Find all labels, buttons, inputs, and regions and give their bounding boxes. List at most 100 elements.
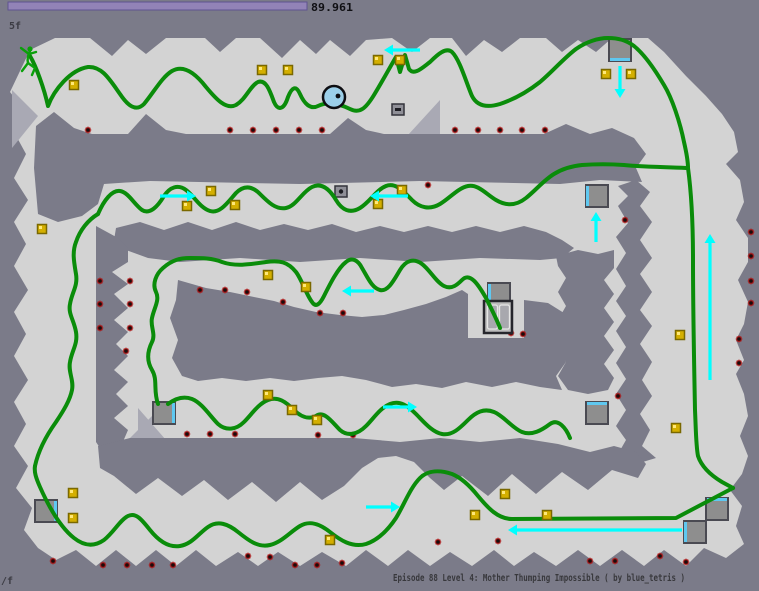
gold-piece	[469, 509, 481, 521]
mine	[747, 228, 755, 236]
gold-piece	[229, 199, 241, 211]
mine	[249, 126, 257, 134]
mine	[735, 335, 743, 343]
mine	[339, 309, 347, 317]
ninja	[19, 46, 38, 77]
gold-piece	[600, 68, 612, 80]
mine	[541, 126, 549, 134]
mine	[434, 538, 442, 546]
mine	[451, 126, 459, 134]
thwump	[585, 401, 609, 425]
gold-piece	[262, 269, 274, 281]
wall-band-2	[114, 222, 574, 262]
direction-arrow	[508, 524, 682, 536]
mine	[474, 126, 482, 134]
direction-arrow	[366, 501, 400, 513]
mine	[96, 277, 104, 285]
gold-piece	[324, 534, 336, 546]
mine	[126, 324, 134, 332]
mine	[99, 561, 107, 569]
direction-arrow	[704, 234, 716, 380]
gold-piece	[372, 54, 384, 66]
switch	[391, 103, 405, 116]
mine	[318, 126, 326, 134]
route-left-column	[33, 212, 100, 468]
mine	[206, 430, 214, 438]
wall-center	[170, 280, 568, 390]
mine	[244, 552, 252, 560]
frame-label-top: 5f	[9, 21, 21, 32]
mine	[494, 537, 502, 545]
gold-piece	[674, 329, 686, 341]
direction-arrow	[160, 190, 196, 202]
timer-bar	[7, 1, 308, 11]
route-trace	[28, 36, 735, 549]
level-caption: Episode 88 Level 4: Mother Thumping Impo…	[393, 573, 685, 584]
mine	[424, 181, 432, 189]
mine	[96, 300, 104, 308]
mine	[169, 561, 177, 569]
mine	[496, 126, 504, 134]
gold-piece	[499, 488, 511, 500]
gold-piece	[256, 64, 268, 76]
mine	[148, 561, 156, 569]
gold-piece	[181, 200, 193, 212]
terrain-walls	[34, 112, 656, 502]
direction-arrow	[590, 212, 602, 242]
gold-piece	[394, 54, 406, 66]
route-third-row	[146, 256, 502, 406]
mine	[266, 553, 274, 561]
mine	[747, 299, 755, 307]
mine	[49, 557, 57, 565]
gold-piece	[262, 389, 274, 401]
timer-value: 89.961	[311, 1, 353, 14]
wall-bottom-band	[98, 438, 646, 502]
switch	[334, 185, 348, 198]
route-bottom-corridor	[32, 464, 735, 549]
gold-piece	[625, 68, 637, 80]
mine	[272, 126, 280, 134]
mine	[656, 552, 664, 560]
mine	[586, 557, 594, 565]
mine	[747, 277, 755, 285]
route-right-column	[686, 166, 735, 490]
gold-piece	[36, 223, 48, 235]
mine	[518, 126, 526, 134]
gold-piece	[396, 184, 408, 196]
frame-label-bottom: /f	[1, 576, 13, 587]
gold-piece	[286, 404, 298, 416]
wall-top-band	[34, 112, 646, 222]
mine	[621, 216, 629, 224]
gold-piece	[67, 487, 79, 499]
route-second-row	[96, 162, 690, 216]
hud: 89.961 5f /f Episode 88 Level 4: Mother …	[1, 1, 685, 587]
drone	[321, 84, 347, 110]
mine	[338, 559, 346, 567]
wall-inner-right	[616, 180, 656, 464]
wall-right-mid	[556, 250, 614, 394]
mine	[735, 359, 743, 367]
mine	[314, 431, 322, 439]
mine	[183, 430, 191, 438]
mine	[614, 392, 622, 400]
mine	[126, 277, 134, 285]
mine	[123, 561, 131, 569]
mine	[122, 347, 130, 355]
mine	[291, 561, 299, 569]
mine	[84, 126, 92, 134]
gold-piece	[68, 79, 80, 91]
gold-piece	[205, 185, 217, 197]
mine	[313, 561, 321, 569]
mine	[747, 252, 755, 260]
direction-arrow	[342, 285, 374, 297]
direction-arrow	[383, 401, 417, 413]
thwump	[152, 401, 176, 425]
mine	[226, 126, 234, 134]
thwump	[585, 184, 609, 208]
route-top-corridor	[28, 36, 690, 170]
direction-arrow	[384, 44, 420, 56]
mine	[316, 309, 324, 317]
direction-arrows	[160, 44, 716, 536]
